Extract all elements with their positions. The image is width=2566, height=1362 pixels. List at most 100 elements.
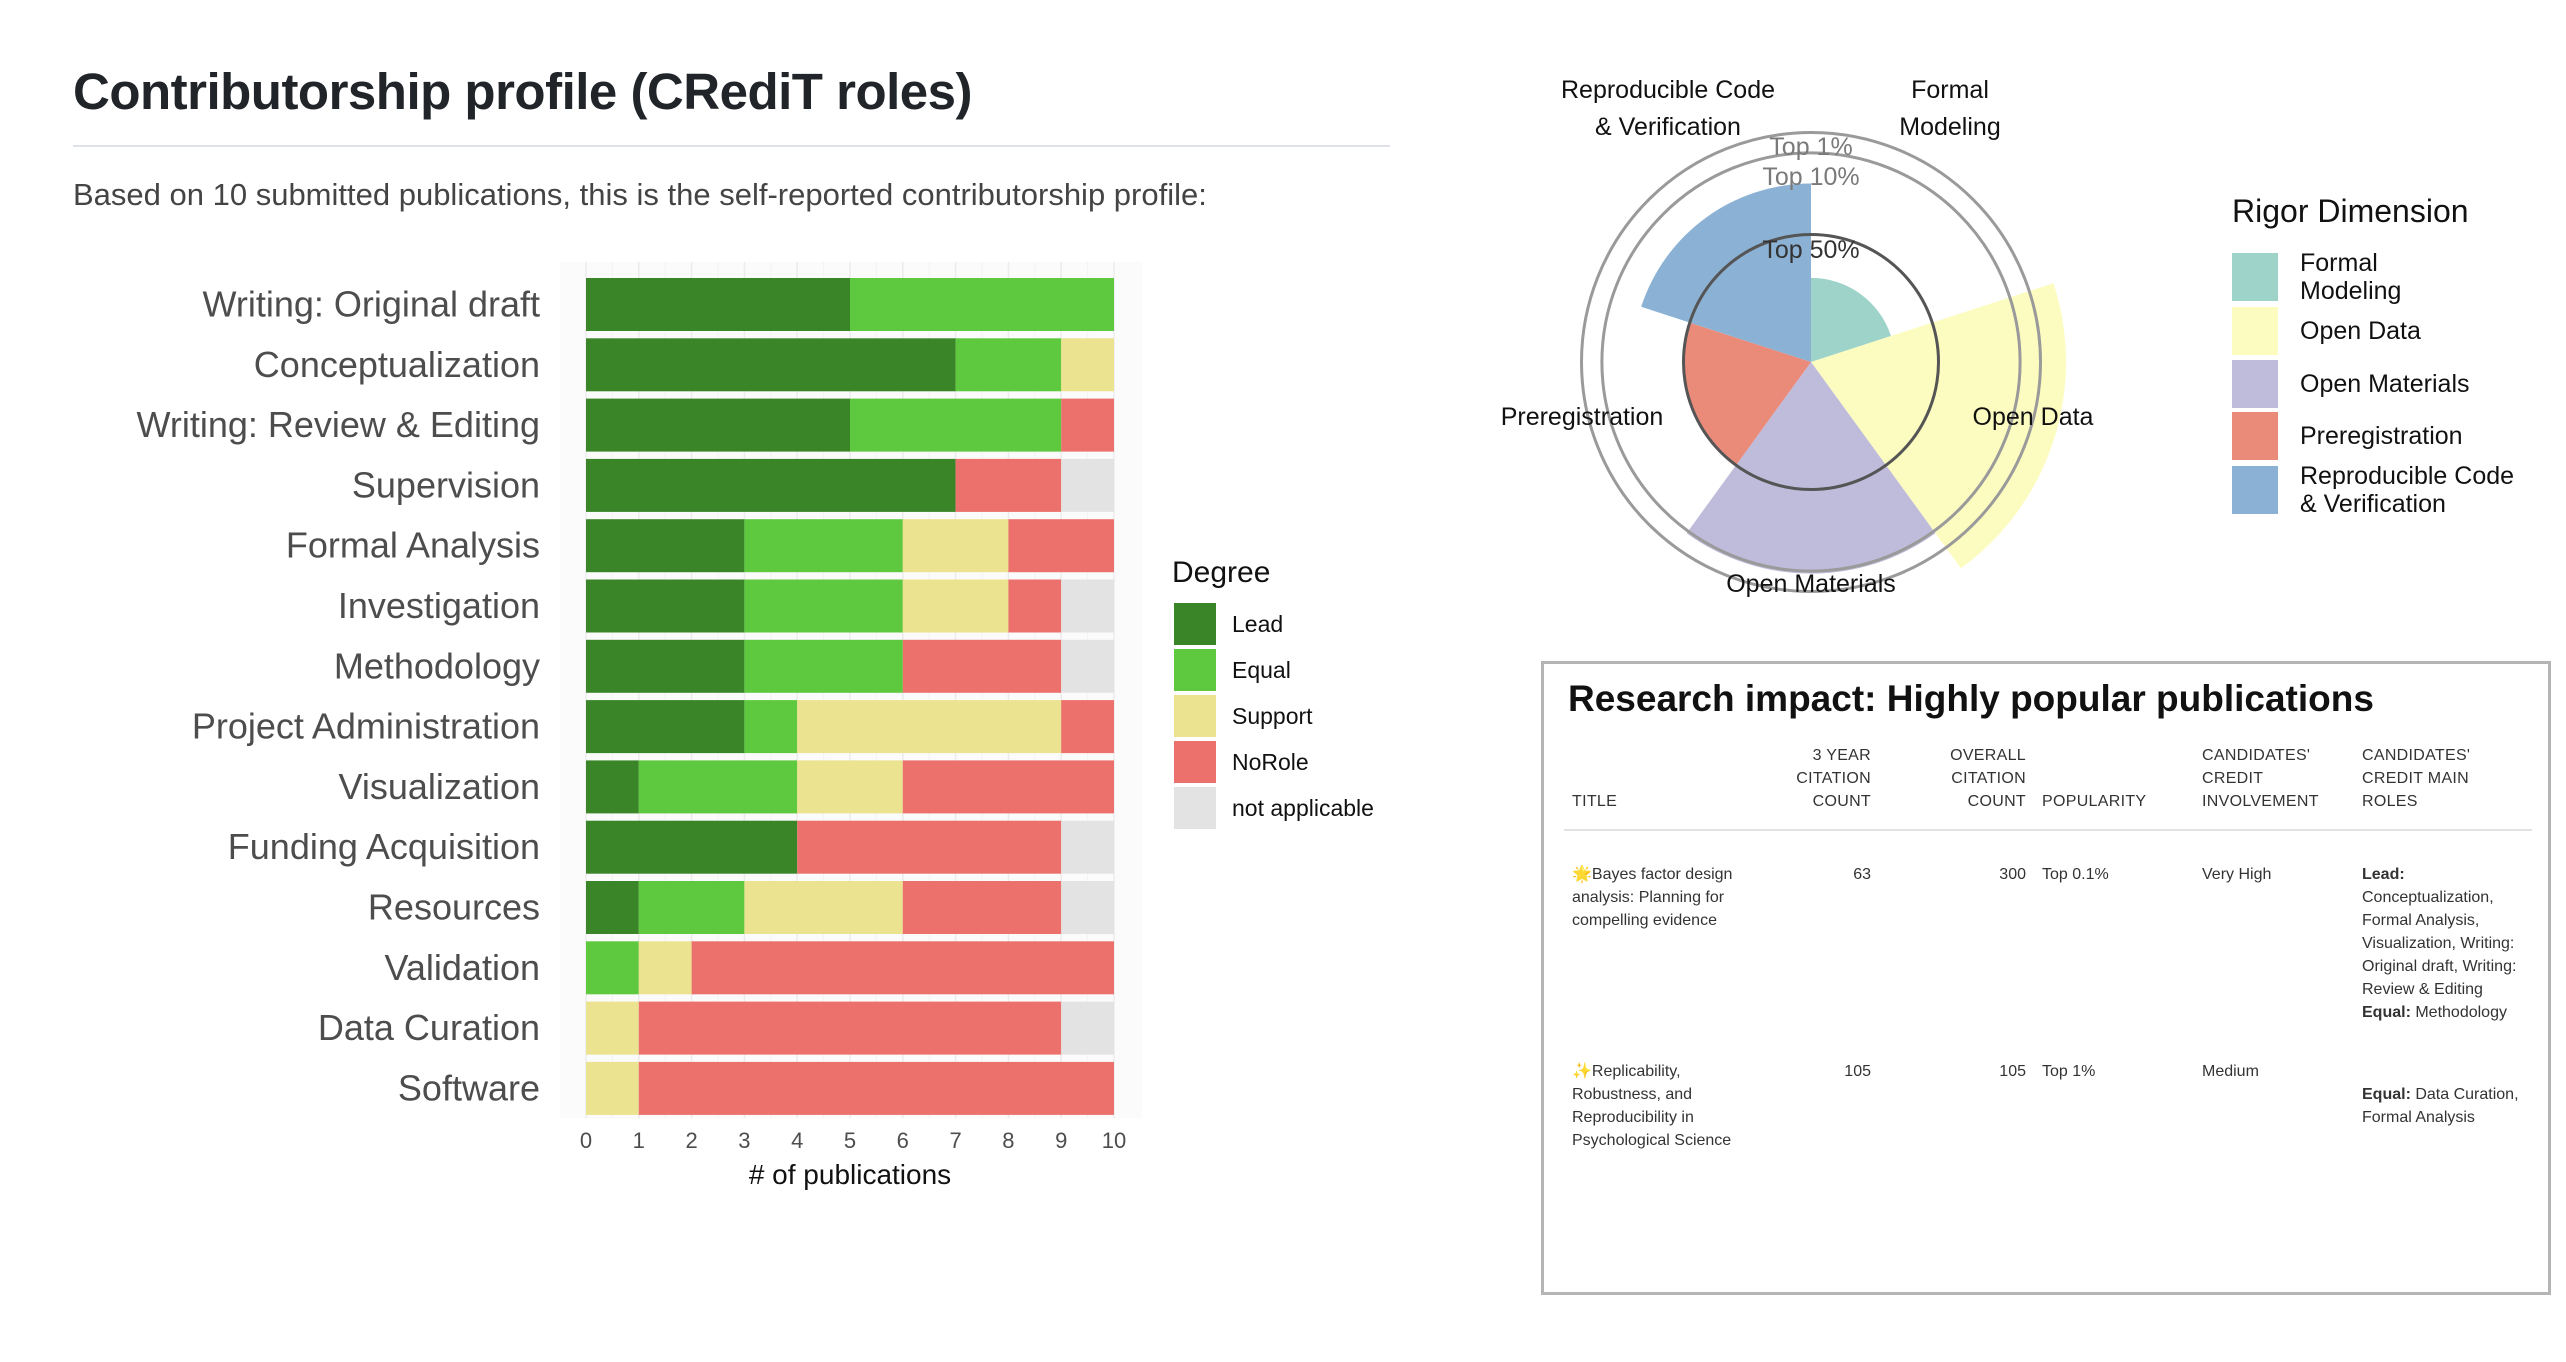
bar-segment [955,338,1062,392]
x-tick-label: 2 [685,1128,697,1153]
bar-segment [902,579,1009,633]
bar-segment [902,760,1114,814]
bar-segment [586,338,956,392]
impact-table: Title 3 year citation count Overall citatio… [1564,744,2532,1152]
axis-label: Open Data [1973,403,2094,431]
bar-segment [586,700,745,754]
bar-segment [902,519,1009,573]
x-tick-label: 7 [949,1128,961,1153]
page-subtitle: Based on 10 submitted publications, this… [73,177,1207,212]
table-row: 🌟Bayes factor design analysis: Planning … [1564,830,2532,1024]
bar-segment [638,760,798,814]
axis-label: Reproducible Code [1561,76,1775,104]
citations-total: 105 [1999,1063,2026,1080]
legend-title: Degree [1172,556,1270,589]
col-total-citations: Overall citation count [1879,744,2034,831]
col-title-label: Title [1572,793,1618,810]
main-roles: Equal: Data Curation, Formal Analysis [2354,1024,2532,1152]
axis-label: Preregistration [1501,403,1664,431]
credit-roles-bar-chart: Writing: Original draft Conceptualization… [137,262,1374,1190]
bar-segment [586,820,798,874]
bar-segment [1061,398,1114,452]
bar-segment [586,398,850,452]
bar-segment [797,820,1062,874]
x-tick-label: 1 [633,1128,645,1153]
legend-swatch [1174,603,1216,645]
legend-label: Preregistration [2300,422,2463,450]
research-impact-panel: Research impact: Highly popular publicat… [1541,661,2551,1295]
impact-table-header: Title 3 year citation count Overall citatio… [1564,744,2532,831]
polar-wedge [1641,183,1811,362]
polar-wedge [1811,277,1891,362]
legend-swatch [2232,360,2278,408]
sparkles-icon: ✨ [1572,1063,1592,1080]
legend-label: Modeling [2300,277,2401,305]
category-label: Writing: Review & Editing [137,404,541,445]
legend-swatch [1174,741,1216,783]
ring-label: Top 1% [1769,133,1852,161]
category-label: Visualization [339,766,540,807]
bar-segment [586,1001,639,1055]
bar-segment [1061,338,1114,392]
table-row: ✨Replicability, Robustness, and Reproduc… [1564,1024,2532,1152]
category-label: Resources [368,887,540,928]
col-main-roles-label: Candidates' CRedIT main roles [2362,747,2471,810]
legend-swatch [2232,412,2278,460]
legend-label: & Verification [2300,490,2446,518]
bar-segment [638,881,745,934]
legend-swatch [1174,695,1216,737]
category-label: Project Administration [192,706,540,747]
bar-segment [586,760,639,814]
col-total-citations-label: Overall citation count [1950,747,2026,810]
publication-title-text: Replicability, Robustness, and Reproduci… [1572,1063,1732,1149]
bar-segment [586,1061,639,1115]
bar-segment [1008,519,1114,573]
role-spacer [2362,1060,2524,1083]
legend-swatch [2232,253,2278,301]
bar-segment [744,579,903,633]
role-value: Data Curation, Formal Analysis [2362,1086,2519,1126]
citations-3y: 63 [1853,866,1871,883]
polar-wedge [1686,362,1936,574]
x-tick-label: 3 [738,1128,750,1153]
citations-total: 300 [1999,866,2026,883]
axis-label: Modeling [1899,113,2000,141]
bar-segment [955,458,1062,512]
bar-segment [1061,881,1114,934]
legend-label: Open Materials [2300,370,2470,398]
legend-swatch [2232,307,2278,355]
col-3y-citations: 3 year citation count [1754,744,1879,831]
role-value: Conceptualization, Formal Analysis, Visu… [2362,889,2517,998]
legend-label: Lead [1232,611,1283,637]
polar-wedge [1683,322,1811,466]
publication-title: ✨Replicability, Robustness, and Reproduc… [1564,1024,1754,1152]
reference-ring [1682,233,1940,491]
category-label: Validation [385,947,540,988]
role-key: Lead: [2362,866,2405,883]
main-roles: Lead: Conceptualization, Formal Analysis… [2354,830,2532,1024]
bar-segment [1061,579,1114,633]
x-tick-label: 8 [1002,1128,1014,1153]
publication-title: 🌟Bayes factor design analysis: Planning … [1564,830,1754,1024]
bar-segment [744,519,903,573]
legend-label: Reproducible Code [2300,462,2514,490]
bar-segment [1061,700,1114,754]
ring-label: Top 50% [1762,236,1859,264]
x-tick-label: 0 [580,1128,592,1153]
category-label: Software [398,1067,540,1108]
bar-segment [744,700,798,754]
bar-segment [1061,1001,1114,1055]
axis-label: & Verification [1595,113,1741,141]
bar-segment [638,941,692,995]
polar-wedge [1811,283,2066,569]
bar-segment [1061,820,1114,874]
bar-segment [797,760,903,814]
x-tick-label: 9 [1055,1128,1067,1153]
bar-segment [850,278,1114,331]
legend-label: Support [1232,703,1313,729]
bar-segment [902,639,1062,693]
category-label: Writing: Original draft [203,284,540,325]
legend-swatch [1174,649,1216,691]
role-key: Equal: [2362,1086,2411,1103]
